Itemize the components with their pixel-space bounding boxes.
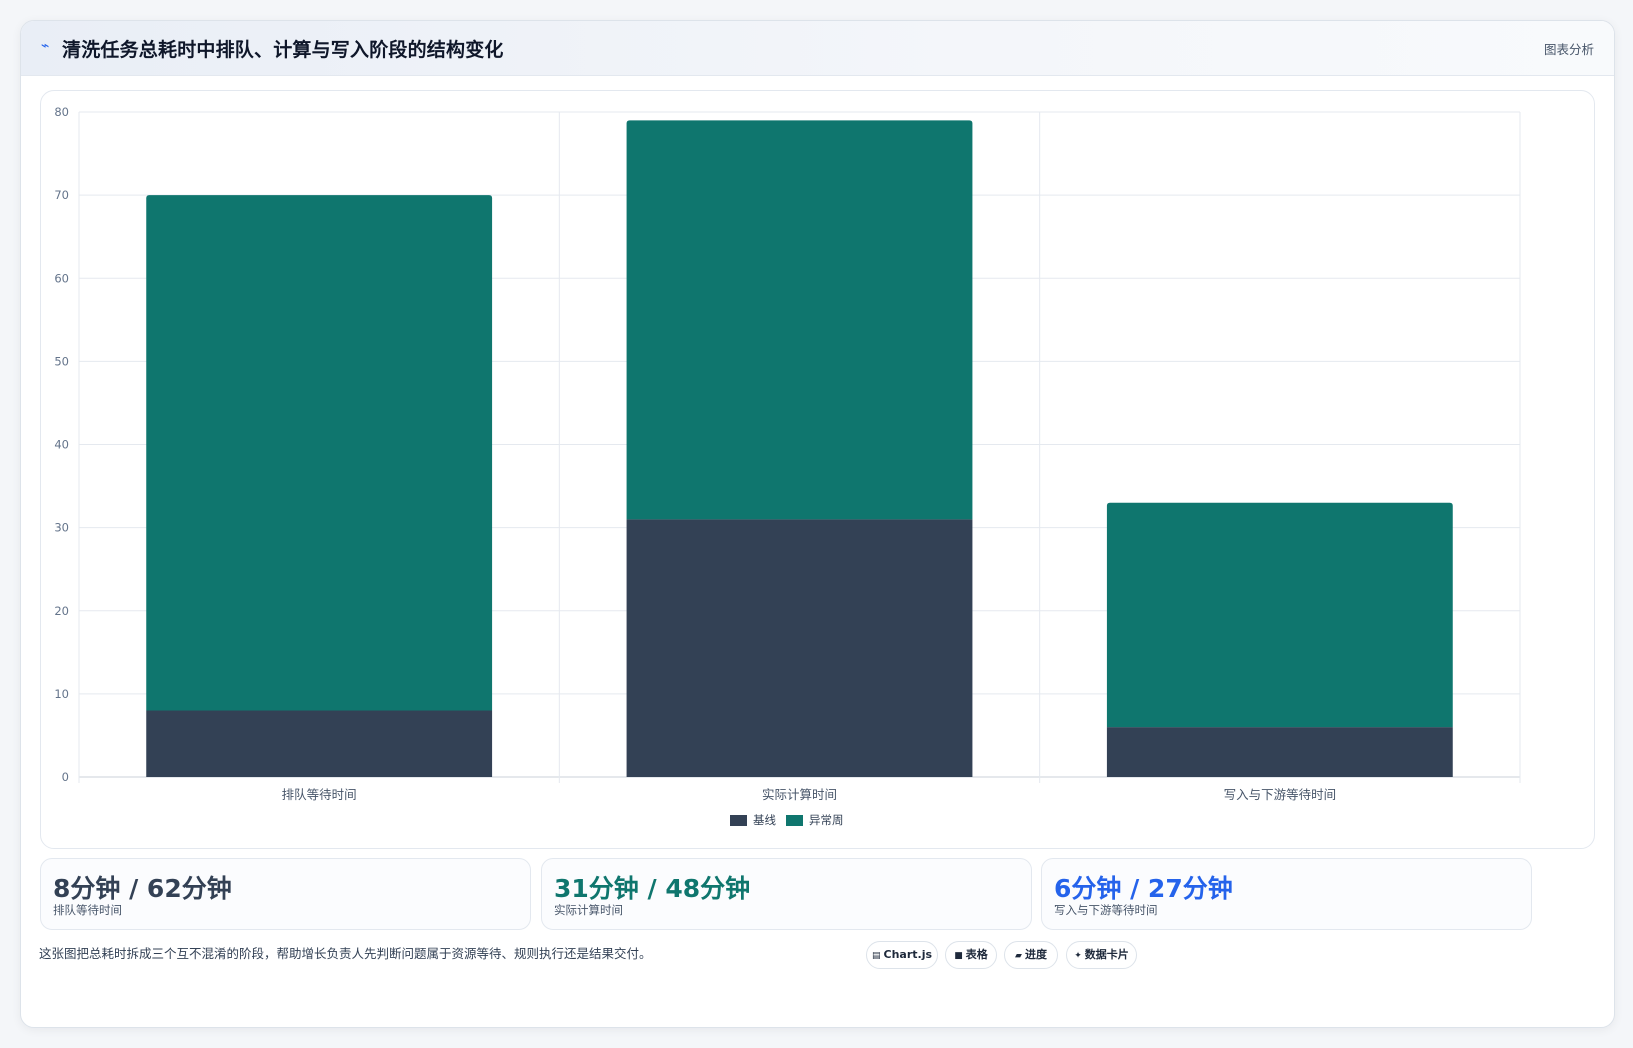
pill-label: 表格 <box>965 948 988 961</box>
table-icon: ■ <box>954 951 963 961</box>
stat-card-write: 6分钟 / 27分钟 写入与下游等待时间 <box>1041 858 1532 930</box>
bar-baseline <box>626 519 973 777</box>
legend-swatch <box>786 815 803 826</box>
stat-label: 排队等待时间 <box>53 903 122 917</box>
chart-icon: ▤ <box>871 951 881 961</box>
stat-value: 31分钟 / 48分钟 <box>554 874 751 903</box>
stat-label: 写入与下游等待时间 <box>1054 903 1158 917</box>
y-tick-label: 30 <box>54 521 69 535</box>
y-tick-label: 40 <box>54 438 69 452</box>
stat-label: 实际计算时间 <box>554 903 623 917</box>
bar-anomaly-week <box>626 120 973 520</box>
bar-anomaly-week <box>1106 502 1453 728</box>
pulse-icon: ⌁ <box>41 38 50 54</box>
y-tick-label: 0 <box>62 770 69 784</box>
progress-icon: ▰ <box>1015 951 1022 961</box>
bar-baseline <box>146 710 493 777</box>
stat-card-compute: 31分钟 / 48分钟 实际计算时间 <box>541 858 1032 930</box>
card-header: ⌁ 清洗任务总耗时中排队、计算与写入阶段的结构变化 图表分析 <box>21 21 1614 76</box>
x-tick-label: 排队等待时间 <box>282 787 357 802</box>
y-tick-label: 70 <box>54 188 69 202</box>
chart-card: ⌁ 清洗任务总耗时中排队、计算与写入阶段的结构变化 图表分析 0 10 20 30 40… <box>20 20 1615 1028</box>
pill-label: 进度 <box>1024 948 1047 961</box>
pill-table[interactable]: ■ 表格 <box>945 941 997 969</box>
bar-anomaly-week <box>146 195 493 711</box>
pill-label: Chart.js <box>883 948 933 961</box>
pill-chartjs[interactable]: ▤ Chart.js <box>866 941 938 969</box>
chart-analysis-tag[interactable]: 图表分析 <box>1543 42 1594 57</box>
chart-panel: 0 10 20 30 40 50 60 70 80 排队等待时间 实际计算时间 写入与下游等待时间基线… <box>40 90 1595 849</box>
x-tick-label: 写入与下游等待时间 <box>1224 787 1337 802</box>
stacked-bar-chart: 0 10 20 30 40 50 60 70 80 排队等待时间 实际计算时间 写入与下游等待时间基线… <box>54 105 1521 827</box>
stat-value: 6分钟 / 27分钟 <box>1054 874 1233 903</box>
y-tick-label: 80 <box>54 105 69 119</box>
y-tick-label: 50 <box>54 354 69 368</box>
stat-card-queue: 8分钟 / 62分钟 排队等待时间 <box>40 858 531 930</box>
y-tick-label: 10 <box>54 687 69 701</box>
chart-title: 清洗任务总耗时中排队、计算与写入阶段的结构变化 <box>62 39 504 61</box>
pill-progress[interactable]: ▰ 进度 <box>1004 941 1058 969</box>
bar-baseline <box>1106 727 1453 777</box>
x-tick-label: 实际计算时间 <box>762 787 837 802</box>
pill-label: 数据卡片 <box>1084 948 1129 961</box>
y-tick-label: 20 <box>54 604 69 618</box>
y-tick-label: 60 <box>54 271 69 285</box>
legend-label: 异常周 <box>809 813 844 827</box>
footnote: 这张图把总耗时拆成三个互不混淆的阶段，帮助增长负责人先判断问题属于资源等待、规则… <box>39 946 652 961</box>
legend-swatch <box>730 815 747 826</box>
legend-label: 基线 <box>753 813 776 827</box>
pill-data-card[interactable]: ✦ 数据卡片 <box>1066 941 1137 969</box>
card-icon: ✦ <box>1074 951 1082 961</box>
stat-value: 8分钟 / 62分钟 <box>53 874 232 903</box>
